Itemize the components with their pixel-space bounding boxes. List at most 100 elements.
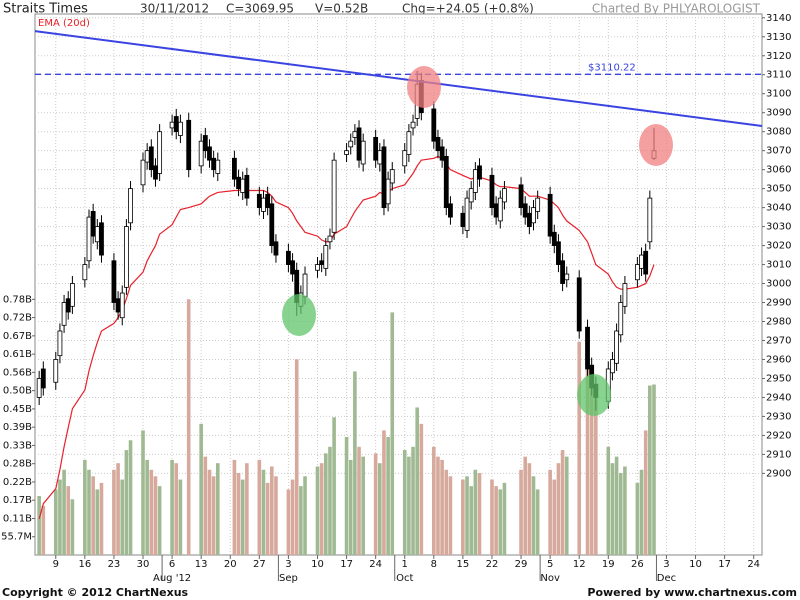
candle-body xyxy=(348,140,354,148)
volume-tick-label: 0.72B xyxy=(3,313,32,324)
volume-bar xyxy=(402,450,407,555)
candle-body xyxy=(547,193,553,237)
candle-body xyxy=(502,188,507,203)
candle-body xyxy=(410,121,416,129)
volume-bar xyxy=(215,463,220,555)
volume-bar xyxy=(211,476,216,555)
volume-bar xyxy=(556,463,561,555)
volume-bar xyxy=(324,453,328,555)
volume-bar xyxy=(461,479,465,555)
volume-bar xyxy=(58,479,62,555)
candle-body xyxy=(610,359,615,374)
volume-bar xyxy=(448,476,453,555)
volume-bar xyxy=(303,476,307,555)
x-tick-label: 17 xyxy=(718,559,731,570)
candle-body xyxy=(381,146,387,209)
volume-bar xyxy=(99,482,104,555)
candle-body xyxy=(148,146,154,171)
candle-body xyxy=(57,330,63,357)
x-tick-label: 15 xyxy=(457,559,470,570)
volume-tick-label: 0.61B xyxy=(3,349,32,360)
candle-body xyxy=(61,302,67,326)
y-tick-label: 3140 xyxy=(766,13,791,24)
candle-body xyxy=(327,235,333,243)
candle-body xyxy=(202,135,208,152)
candle-body xyxy=(173,116,179,133)
volume-bar xyxy=(294,359,299,555)
x-tick-label: 26 xyxy=(631,559,644,570)
volume-bar xyxy=(635,482,640,555)
y-tick-label: 3070 xyxy=(766,146,791,157)
candle-body xyxy=(618,302,624,336)
volume-bar xyxy=(519,469,523,555)
header-date: 30/11/2012 xyxy=(140,2,209,16)
volume-tick-label: 0.11B xyxy=(3,513,32,524)
candle-body xyxy=(377,150,383,165)
candle-body xyxy=(385,178,391,205)
volume-bar xyxy=(203,456,208,555)
candle-body xyxy=(564,273,570,281)
volume-bar xyxy=(149,469,154,555)
volume-tick-label: 0.17B xyxy=(3,495,32,506)
month-label: Oct xyxy=(396,573,413,584)
y-tick-label: 3030 xyxy=(766,222,791,233)
volume-bar xyxy=(290,479,295,555)
x-tick-label: 20 xyxy=(224,559,237,570)
candle-body xyxy=(497,197,503,222)
candle-body xyxy=(535,197,541,212)
volume-bar xyxy=(373,453,378,555)
candle-body xyxy=(128,188,133,224)
volume-bar xyxy=(648,385,652,555)
candle-body xyxy=(273,241,279,256)
copyright: Copyright © 2012 ChartNexus xyxy=(2,586,189,599)
x-tick-label: 30 xyxy=(137,559,150,570)
y-tick-label: 3090 xyxy=(766,108,791,119)
y-tick-label: 2920 xyxy=(766,430,791,441)
volume-tick-label: 55.7M xyxy=(1,532,32,543)
volume-bar xyxy=(378,463,382,555)
x-tick-label: 3 xyxy=(285,559,291,570)
volume-bar xyxy=(120,479,125,555)
candle-body xyxy=(614,330,619,364)
y-tick-label: 2940 xyxy=(766,392,791,403)
volume-tick-label: 0.28B xyxy=(3,459,32,470)
trendline xyxy=(34,30,763,127)
volume-bar xyxy=(614,456,619,555)
candle-body xyxy=(90,211,96,237)
highlight-circle xyxy=(407,66,441,108)
candle-body xyxy=(634,264,640,281)
candle-body xyxy=(256,193,262,209)
volume-bar xyxy=(157,486,162,555)
volume-bar xyxy=(623,466,627,555)
volume-bar xyxy=(141,430,145,555)
candle-body xyxy=(356,127,362,161)
x-tick-label: 16 xyxy=(78,559,91,570)
volume-bar xyxy=(95,489,100,555)
volume-bar xyxy=(186,299,191,555)
volume-tick-label: 0.45B xyxy=(3,404,32,415)
x-tick-label: 12 xyxy=(573,559,586,570)
candle-body xyxy=(53,359,59,383)
y-tick-label: 2930 xyxy=(766,411,791,422)
x-tick-label: 24 xyxy=(369,559,382,570)
volume-bar xyxy=(328,446,332,555)
candle-body xyxy=(493,203,499,218)
volume-bar xyxy=(523,456,528,555)
y-tick-label: 3000 xyxy=(766,279,791,290)
month-label: Sep xyxy=(279,573,298,584)
volume-tick-label: 0.67B xyxy=(3,331,32,342)
candle-body xyxy=(240,178,246,193)
volume-bar xyxy=(199,423,203,555)
candle-body xyxy=(286,250,291,265)
candle-body xyxy=(373,136,379,161)
candle-body xyxy=(468,188,474,203)
x-tick-label: 10 xyxy=(311,559,324,570)
x-tick-label: 1 xyxy=(402,559,408,570)
candle-body xyxy=(99,222,104,256)
month-label: Aug '12 xyxy=(153,573,191,584)
volume-bar xyxy=(502,482,507,555)
volume-bar xyxy=(87,469,91,555)
volume-bar xyxy=(269,466,274,555)
volume-tick-label: 0.39B xyxy=(3,422,32,433)
